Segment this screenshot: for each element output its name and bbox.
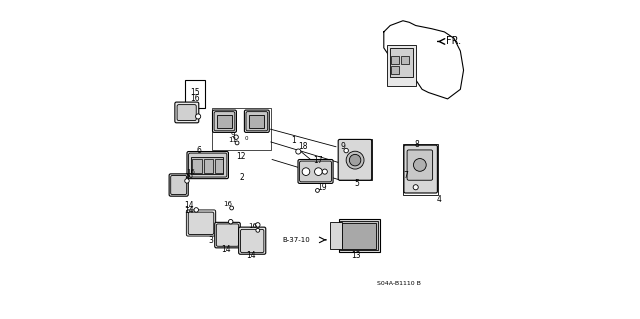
- Circle shape: [234, 135, 238, 139]
- Text: 9: 9: [230, 132, 235, 137]
- Circle shape: [196, 114, 201, 119]
- Text: 11: 11: [228, 137, 237, 143]
- Bar: [339, 139, 372, 180]
- Bar: [191, 157, 223, 174]
- Text: 2: 2: [239, 173, 244, 182]
- FancyBboxPatch shape: [404, 145, 437, 193]
- Bar: [204, 159, 213, 173]
- FancyBboxPatch shape: [212, 110, 236, 132]
- FancyBboxPatch shape: [239, 227, 266, 254]
- Text: 0: 0: [244, 136, 248, 141]
- Circle shape: [315, 168, 322, 175]
- Bar: [403, 144, 438, 195]
- Bar: [212, 108, 271, 150]
- Circle shape: [296, 149, 301, 154]
- Bar: [401, 56, 410, 64]
- Text: 14: 14: [246, 251, 256, 260]
- Bar: [340, 221, 378, 250]
- FancyBboxPatch shape: [244, 110, 269, 132]
- FancyBboxPatch shape: [215, 222, 240, 248]
- FancyBboxPatch shape: [246, 112, 268, 131]
- FancyBboxPatch shape: [188, 212, 214, 234]
- Text: 16: 16: [190, 94, 200, 103]
- Circle shape: [346, 151, 364, 169]
- Text: FR.: FR.: [446, 36, 461, 47]
- Text: 18: 18: [299, 142, 308, 151]
- FancyBboxPatch shape: [300, 161, 332, 182]
- Text: 17: 17: [313, 156, 323, 165]
- Circle shape: [185, 179, 189, 183]
- Text: 16: 16: [185, 173, 194, 179]
- FancyBboxPatch shape: [216, 224, 239, 246]
- FancyBboxPatch shape: [214, 112, 235, 131]
- Text: S04A-B1110 B: S04A-B1110 B: [377, 281, 421, 286]
- Bar: [387, 45, 416, 86]
- FancyBboxPatch shape: [171, 175, 187, 195]
- Circle shape: [230, 206, 234, 210]
- Text: 14: 14: [184, 201, 194, 210]
- FancyBboxPatch shape: [189, 153, 227, 177]
- Circle shape: [256, 228, 260, 232]
- Text: 4: 4: [437, 195, 442, 204]
- Text: 1: 1: [291, 136, 296, 145]
- FancyBboxPatch shape: [175, 102, 199, 123]
- Text: 3: 3: [208, 236, 213, 245]
- Text: 14: 14: [184, 206, 194, 215]
- Bar: [391, 56, 399, 64]
- Circle shape: [413, 185, 419, 190]
- Circle shape: [322, 169, 327, 174]
- Bar: [215, 159, 223, 173]
- Text: 8: 8: [415, 140, 420, 149]
- Text: 5: 5: [355, 179, 360, 188]
- FancyBboxPatch shape: [241, 229, 264, 253]
- Bar: [390, 48, 413, 77]
- FancyBboxPatch shape: [186, 210, 216, 236]
- Bar: [186, 80, 205, 108]
- Circle shape: [413, 159, 426, 171]
- Bar: [330, 222, 342, 249]
- Circle shape: [228, 219, 233, 224]
- FancyBboxPatch shape: [169, 174, 188, 196]
- Text: 16: 16: [223, 201, 232, 207]
- Bar: [218, 115, 232, 128]
- Text: 14: 14: [221, 245, 230, 254]
- Text: 19: 19: [317, 183, 327, 192]
- Bar: [193, 159, 202, 173]
- Text: 7: 7: [404, 171, 408, 180]
- Bar: [339, 219, 380, 252]
- Circle shape: [302, 168, 310, 175]
- Bar: [249, 115, 264, 128]
- FancyBboxPatch shape: [187, 152, 228, 179]
- Circle shape: [349, 154, 361, 166]
- FancyBboxPatch shape: [298, 160, 333, 183]
- Text: 13: 13: [351, 251, 361, 260]
- Text: 15: 15: [190, 88, 200, 97]
- Text: 12: 12: [236, 152, 246, 161]
- Bar: [391, 66, 399, 74]
- Circle shape: [316, 189, 319, 192]
- FancyBboxPatch shape: [407, 150, 433, 180]
- Text: 16: 16: [248, 224, 257, 229]
- Text: 9: 9: [340, 142, 345, 151]
- Text: 6: 6: [196, 146, 201, 155]
- Circle shape: [255, 223, 260, 227]
- Circle shape: [235, 141, 239, 145]
- Circle shape: [194, 208, 198, 212]
- FancyBboxPatch shape: [177, 105, 196, 121]
- FancyBboxPatch shape: [338, 139, 372, 180]
- Text: 16: 16: [186, 169, 195, 174]
- Text: B-37-10: B-37-10: [283, 237, 310, 243]
- Bar: [187, 211, 216, 235]
- Bar: [342, 223, 376, 249]
- Circle shape: [344, 148, 348, 153]
